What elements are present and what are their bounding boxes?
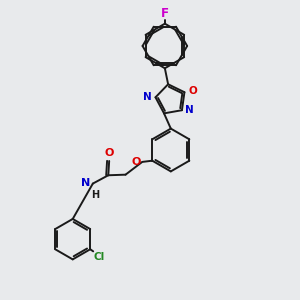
Text: O: O: [188, 86, 197, 96]
Text: Cl: Cl: [94, 252, 105, 262]
Text: O: O: [131, 157, 140, 167]
Text: N: N: [81, 178, 91, 188]
Text: F: F: [161, 7, 169, 20]
Text: N: N: [143, 92, 152, 102]
Text: O: O: [104, 148, 114, 158]
Text: N: N: [185, 105, 194, 115]
Text: H: H: [91, 190, 99, 200]
